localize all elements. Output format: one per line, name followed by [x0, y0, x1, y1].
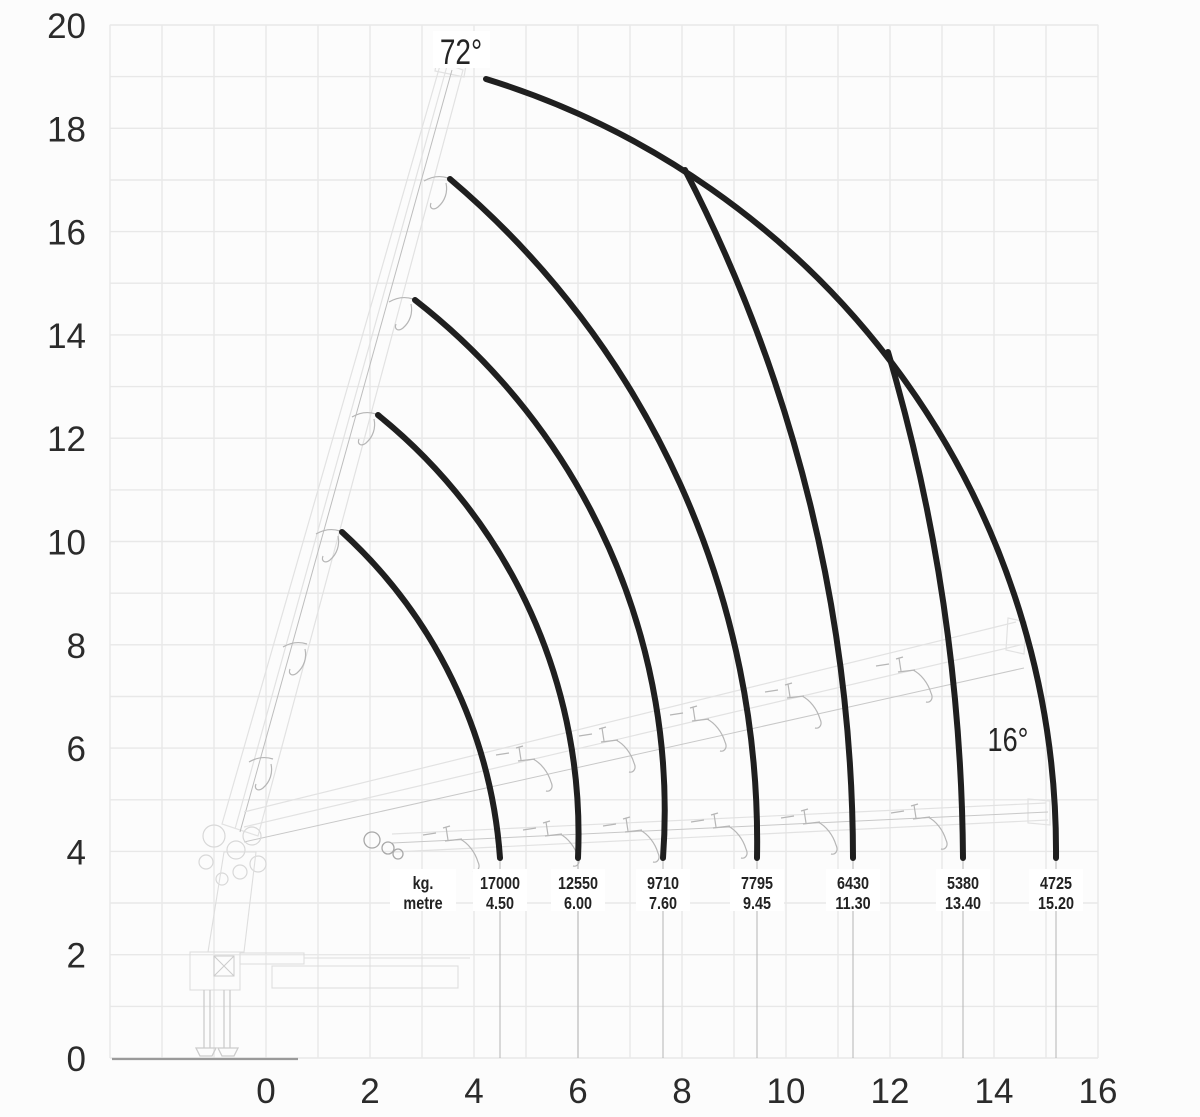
- svg-text:14: 14: [47, 317, 86, 356]
- svg-text:11.30: 11.30: [835, 894, 870, 914]
- svg-text:12: 12: [871, 1072, 910, 1111]
- svg-text:2: 2: [67, 937, 86, 976]
- svg-text:6430: 6430: [837, 874, 869, 894]
- svg-text:6.00: 6.00: [564, 894, 592, 914]
- svg-text:7795: 7795: [741, 874, 773, 894]
- svg-text:4725: 4725: [1040, 874, 1072, 894]
- svg-text:10: 10: [767, 1072, 806, 1111]
- svg-text:14: 14: [975, 1072, 1014, 1111]
- svg-text:8: 8: [67, 627, 86, 666]
- svg-text:16: 16: [47, 214, 86, 253]
- svg-text:16: 16: [1079, 1072, 1118, 1111]
- svg-text:16°: 16°: [988, 723, 1029, 759]
- svg-text:6: 6: [568, 1072, 587, 1111]
- svg-text:0: 0: [256, 1072, 275, 1111]
- svg-text:9710: 9710: [647, 874, 679, 894]
- svg-text:4.50: 4.50: [486, 894, 514, 914]
- svg-text:metre: metre: [403, 894, 442, 914]
- svg-text:4: 4: [464, 1072, 483, 1111]
- svg-text:13.40: 13.40: [945, 894, 981, 914]
- svg-text:2: 2: [360, 1072, 379, 1111]
- svg-text:72°: 72°: [440, 32, 482, 72]
- svg-text:18: 18: [47, 110, 86, 149]
- svg-text:10: 10: [47, 524, 86, 563]
- svg-text:7.60: 7.60: [649, 894, 677, 914]
- svg-text:8: 8: [672, 1072, 691, 1111]
- svg-text:12550: 12550: [558, 874, 598, 894]
- svg-text:6: 6: [67, 730, 86, 769]
- svg-text:12: 12: [47, 420, 86, 459]
- svg-text:4: 4: [67, 833, 86, 872]
- svg-text:20: 20: [47, 7, 86, 46]
- svg-text:5380: 5380: [947, 874, 979, 894]
- svg-text:kg.: kg.: [413, 874, 434, 894]
- svg-text:17000: 17000: [480, 874, 520, 894]
- svg-text:0: 0: [67, 1040, 86, 1079]
- svg-text:15.20: 15.20: [1038, 894, 1074, 914]
- svg-text:9.45: 9.45: [743, 894, 771, 914]
